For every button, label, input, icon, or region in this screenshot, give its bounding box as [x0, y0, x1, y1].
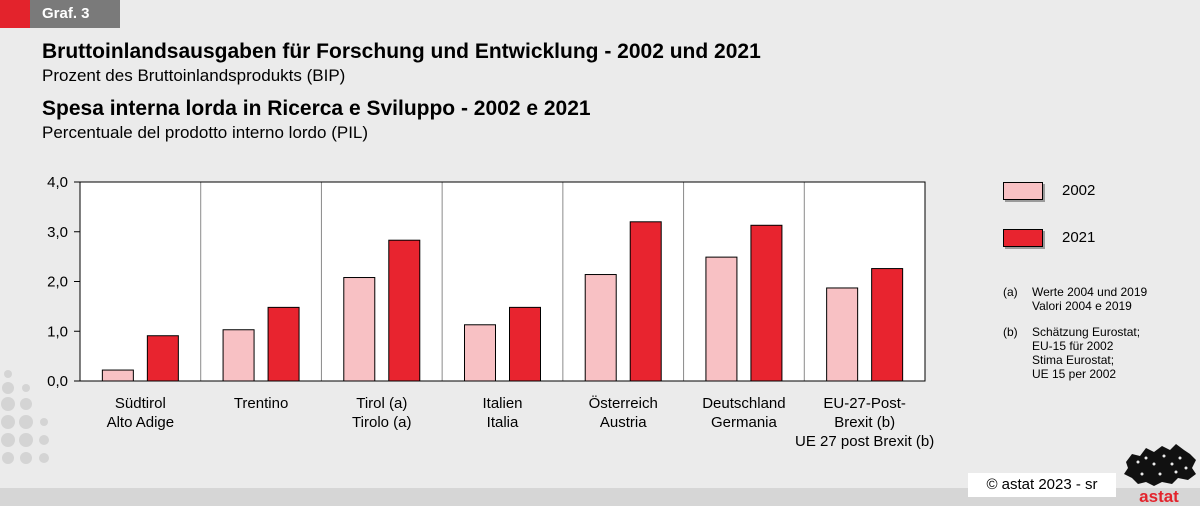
y-tick-label: 2,0	[47, 274, 68, 291]
note-b-line4: UE 15 per 2002	[1032, 367, 1117, 381]
bar-2021-6	[871, 268, 904, 382]
bar-2021-1	[267, 306, 300, 382]
footer-bar	[0, 488, 1200, 506]
decorative-dots	[1, 370, 49, 464]
logo-text: astat	[1139, 487, 1179, 506]
note-a-marker: (a)	[1003, 285, 1018, 299]
bar-2002-6	[826, 287, 859, 382]
x-tick-label: Brexit (b)	[834, 414, 895, 431]
note-a-line2: Valori 2004 e 2019	[1032, 299, 1132, 313]
y-tick-label: 4,0	[47, 174, 68, 191]
note-a-line1: Werte 2004 und 2019	[1032, 285, 1148, 299]
legend-swatch-2002	[1003, 182, 1043, 200]
bar-2021-0	[146, 335, 179, 382]
graph-tag-accent	[0, 0, 30, 28]
x-tick-label: Germania	[711, 414, 778, 431]
copyright: © astat 2023 - sr	[968, 473, 1116, 497]
x-tick-label: Italien	[482, 395, 522, 412]
y-tick-label: 1,0	[47, 323, 68, 340]
bar-2021-3	[509, 306, 541, 382]
note-b-line1: Schätzung Eurostat;	[1032, 325, 1141, 339]
plot-area	[80, 182, 925, 381]
note-b-marker: (b)	[1003, 325, 1018, 339]
x-tick-label: Tirolo (a)	[352, 414, 411, 431]
chart-title-it: Spesa interna lorda in Ricerca e Svilupp…	[42, 97, 591, 120]
chart-subtitle-it: Percentuale del prodotto interno lordo (…	[42, 123, 369, 142]
bar-2002-1	[222, 329, 255, 382]
legend-label-2021: 2021	[1062, 229, 1096, 246]
x-tick-label: Trentino	[234, 395, 288, 412]
legend-swatch-2021	[1003, 229, 1043, 247]
astat-logo: astat	[1124, 444, 1196, 506]
x-tick-label: Tirol (a)	[356, 395, 407, 412]
bar-2021-5	[750, 224, 783, 382]
bar-2002-0	[101, 369, 134, 382]
bar-2002-2	[343, 277, 376, 382]
x-tick-label: Alto Adige	[107, 414, 175, 431]
bar-2002-5	[705, 256, 738, 382]
bar-2021-4	[629, 221, 662, 382]
graph-tag: Graf. 3	[30, 0, 120, 28]
logo-map-shape	[1124, 444, 1196, 486]
bar-chart: 0,0 1,0 2,0 3,0 4,0 Südtirol Alto Adige Trentin…	[47, 174, 934, 450]
x-tick-label: UE 27 post Brexit (b)	[795, 433, 934, 450]
y-tick-label: 0,0	[47, 373, 68, 390]
chart-title-de: Bruttoinlandsausgaben für Forschung und …	[42, 40, 761, 63]
x-tick-label: Südtirol	[115, 395, 166, 412]
x-tick-label: Austria	[600, 414, 647, 431]
chart-subtitle-de: Prozent des Bruttoinlandsprodukts (BIP)	[42, 66, 346, 85]
note-b-line3: Stima Eurostat;	[1032, 353, 1115, 367]
plot-frame	[79, 181, 926, 382]
x-tick-label: EU-27-Post-	[823, 395, 906, 412]
bar-2002-4	[584, 274, 617, 382]
note-b-line2: EU-15 für 2002	[1032, 339, 1114, 353]
bar-2002-3	[464, 324, 496, 382]
x-tick-label: Österreich	[589, 394, 658, 412]
y-tick-label: 3,0	[47, 224, 68, 241]
x-tick-label: Deutschland	[702, 395, 785, 412]
x-tick-label: Italia	[487, 414, 519, 431]
legend-label-2002: 2002	[1062, 182, 1096, 199]
bar-2021-2	[388, 239, 421, 382]
